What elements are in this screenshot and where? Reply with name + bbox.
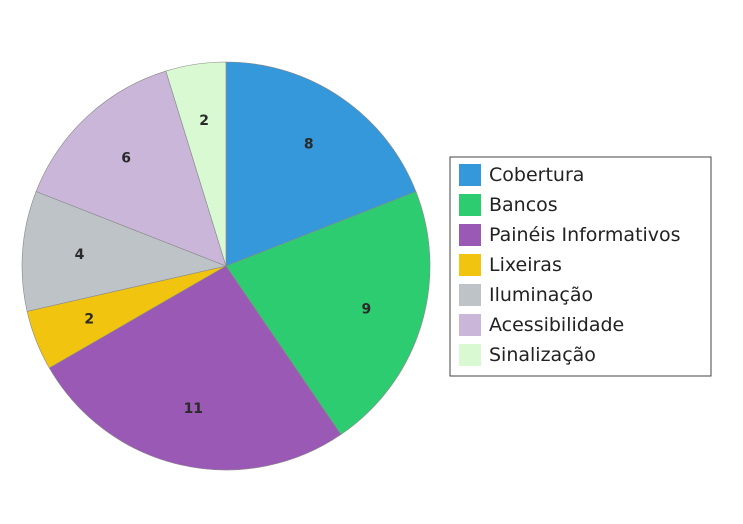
pie-slice-value-sinalizacao: 2 xyxy=(199,113,209,129)
legend-label-paineis-informativos: Painéis Informativos xyxy=(489,224,681,246)
legend-swatch-paineis-informativos xyxy=(459,224,481,246)
pie-slice-value-iluminacao: 4 xyxy=(75,247,85,263)
pie-slice-value-acessibilidade: 6 xyxy=(121,150,131,166)
legend-swatch-acessibilidade xyxy=(459,314,481,336)
legend-label-lixeiras: Lixeiras xyxy=(489,254,562,276)
legend-swatch-sinalizacao xyxy=(459,344,481,366)
pie-slice-value-lixeiras: 2 xyxy=(84,312,94,328)
pie-slice-cobertura xyxy=(225,61,417,267)
legend-frame xyxy=(449,156,712,377)
pie-slice-sinalizacao xyxy=(165,61,227,267)
legend-swatch-lixeiras xyxy=(459,254,481,276)
pie-slice-value-bancos: 9 xyxy=(361,301,371,317)
pie-slice-labels: 8 9 11 2 4 6 2 xyxy=(75,113,372,417)
pie-slice-bancos xyxy=(225,191,431,435)
legend: Cobertura Bancos Painéis Informativos Lixei… xyxy=(449,156,712,377)
legend-label-cobertura: Cobertura xyxy=(489,164,584,186)
legend-label-acessibilidade: Acessibilidade xyxy=(489,314,624,336)
pie-slice-value-cobertura: 8 xyxy=(304,137,314,153)
legend-label-bancos: Bancos xyxy=(489,194,558,216)
pie-slice-paineis-informativos xyxy=(48,265,342,471)
legend-swatch-cobertura xyxy=(459,164,481,186)
legend-label-iluminacao: Iluminação xyxy=(489,284,593,306)
pie-slice-value-paineis-informativos: 11 xyxy=(184,401,203,417)
legend-label-sinalizacao: Sinalização xyxy=(489,344,596,366)
legend-swatch-bancos xyxy=(459,194,481,216)
pie-slice-iluminacao xyxy=(21,191,228,312)
legend-swatch-iluminacao xyxy=(459,284,481,306)
pie-slices xyxy=(21,61,431,471)
pie-slice-acessibilidade xyxy=(35,70,227,267)
